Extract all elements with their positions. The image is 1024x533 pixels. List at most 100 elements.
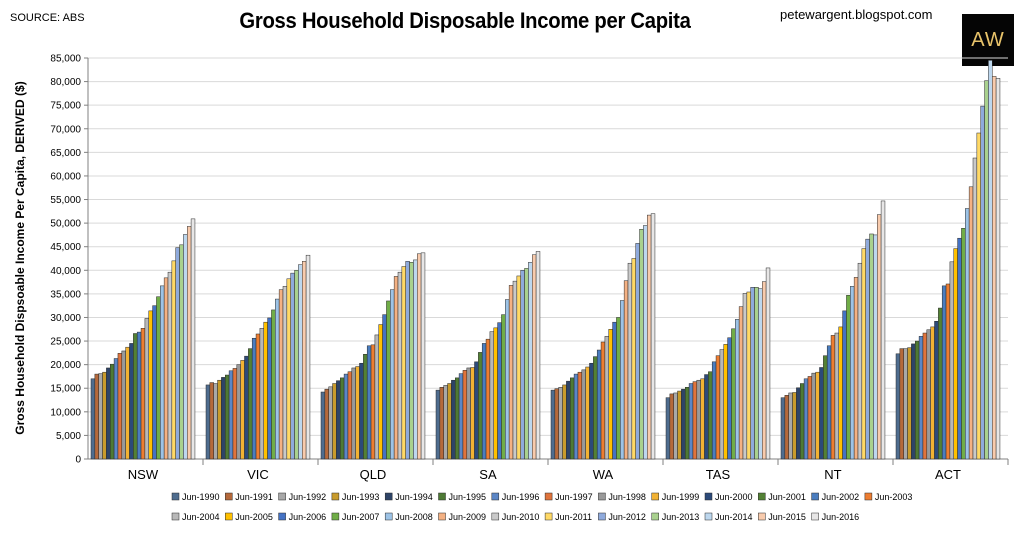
bar xyxy=(570,377,575,460)
bar xyxy=(677,390,682,460)
legend-entry: Jun-2016 xyxy=(822,512,860,522)
bar xyxy=(505,299,510,460)
y-tick-label: 0 xyxy=(75,455,81,466)
bar xyxy=(965,208,970,460)
bar xyxy=(738,306,744,460)
bar xyxy=(865,238,870,460)
bar xyxy=(255,333,261,460)
bar xyxy=(386,300,391,460)
bar xyxy=(581,369,586,460)
bar xyxy=(267,317,272,460)
x-tick-label: ACT xyxy=(935,467,961,482)
legend-entry: Jun-1998 xyxy=(608,492,646,502)
legend-swatch xyxy=(651,512,659,521)
bar xyxy=(780,397,786,460)
bar xyxy=(984,80,989,460)
bar xyxy=(838,326,843,460)
legend-entry: Jun-2015 xyxy=(768,512,806,522)
y-tick-label: 40,000 xyxy=(50,266,81,277)
bar xyxy=(451,379,456,460)
bar xyxy=(435,389,441,460)
bar xyxy=(665,397,671,460)
bar xyxy=(823,355,828,460)
bar xyxy=(205,384,211,460)
bar xyxy=(573,373,579,460)
bar xyxy=(803,378,809,460)
bar xyxy=(807,376,813,460)
legend-entry: Jun-1992 xyxy=(289,492,327,502)
legend-entry: Jun-2003 xyxy=(875,492,913,502)
bar xyxy=(945,283,951,460)
bar xyxy=(144,318,149,460)
bar xyxy=(516,275,521,460)
bar xyxy=(332,383,337,460)
bar xyxy=(784,395,789,460)
bar xyxy=(294,270,299,460)
x-tick-label: WA xyxy=(593,467,614,482)
legend-swatch xyxy=(384,492,393,501)
bar xyxy=(489,331,494,460)
bar xyxy=(696,379,701,460)
bar xyxy=(271,309,276,460)
bar xyxy=(861,248,866,460)
legend-entry: Jun-1995 xyxy=(449,492,487,502)
logo: AW xyxy=(962,14,1014,66)
bar xyxy=(869,233,874,460)
bar xyxy=(278,289,284,460)
bar xyxy=(589,362,594,460)
bar xyxy=(443,385,448,460)
bar xyxy=(263,321,268,460)
bar xyxy=(221,377,226,460)
bar xyxy=(343,373,349,460)
bar xyxy=(532,254,537,460)
bar xyxy=(819,367,824,460)
bar xyxy=(639,229,644,460)
bar xyxy=(623,280,629,460)
bar xyxy=(133,333,138,460)
bar xyxy=(735,319,740,460)
legend-entry: Jun-2014 xyxy=(715,512,753,522)
chart-title: Gross Household Disposable Income per Ca… xyxy=(239,8,691,33)
legend-entry: Jun-1996 xyxy=(502,492,540,502)
legend-swatch xyxy=(704,512,713,521)
bar xyxy=(758,288,763,460)
legend-swatch xyxy=(331,512,340,521)
y-tick-label: 5,000 xyxy=(56,431,81,442)
bar xyxy=(501,314,506,460)
bar xyxy=(700,378,705,460)
bar xyxy=(474,361,479,460)
legend-entry: Jun-2001 xyxy=(768,492,806,502)
legend-entry: Jun-1990 xyxy=(182,492,220,502)
bar xyxy=(988,60,993,460)
bar xyxy=(167,271,173,460)
bar xyxy=(125,346,130,460)
bar xyxy=(941,285,947,460)
bar xyxy=(980,105,985,460)
bar xyxy=(704,374,709,460)
legend-swatch xyxy=(225,512,233,521)
bar xyxy=(113,358,119,460)
bar xyxy=(439,387,444,460)
bar xyxy=(336,380,341,460)
bar xyxy=(604,336,610,460)
bar xyxy=(248,348,253,460)
y-tick-label: 75,000 xyxy=(50,101,81,112)
bar xyxy=(627,262,633,460)
bar xyxy=(926,329,931,460)
bar xyxy=(746,291,751,460)
legend-swatch xyxy=(544,512,553,521)
bar xyxy=(723,344,728,460)
bar xyxy=(393,276,399,460)
legend-swatch xyxy=(225,492,233,501)
legend-swatch xyxy=(758,492,766,501)
bar xyxy=(930,326,935,460)
bar xyxy=(719,349,725,460)
bar xyxy=(577,371,583,460)
bar xyxy=(612,321,617,460)
bar xyxy=(992,76,997,460)
bar xyxy=(585,366,590,460)
bar xyxy=(566,380,571,460)
legend-swatch xyxy=(438,512,446,521)
